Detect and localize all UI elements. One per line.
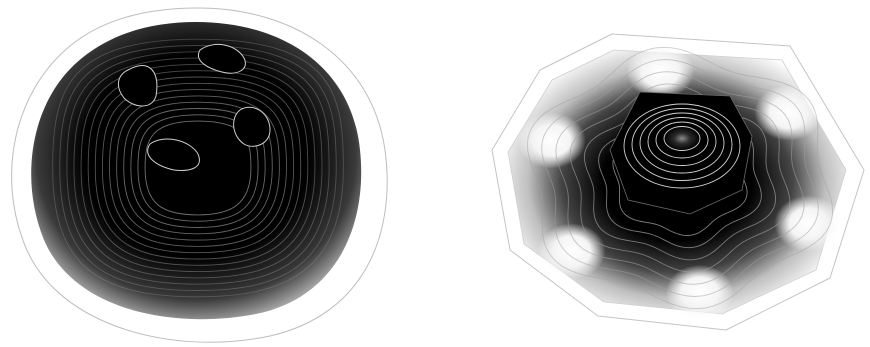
right-lobe	[537, 223, 606, 280]
left-contour-line	[59, 45, 337, 291]
left-contour-line	[109, 89, 287, 247]
right-lobe	[626, 43, 695, 100]
right-lobe	[774, 195, 843, 252]
left-contour-line	[101, 82, 295, 254]
right-contour-line	[526, 46, 834, 310]
left-contour-line	[66, 51, 330, 285]
right-center-ring	[631, 108, 733, 181]
right-contour-line	[541, 59, 819, 297]
left-outer-contour	[11, 7, 388, 343]
left-inner-spots	[118, 43, 271, 171]
left-contour-line	[80, 63, 316, 273]
left-contour-line	[87, 70, 309, 266]
right-center-ring	[663, 126, 701, 151]
left-contour-line	[116, 95, 280, 241]
right-center-ring	[639, 112, 725, 174]
right-lobe	[754, 84, 823, 141]
right-center-ring	[647, 117, 717, 166]
left-contour-line	[52, 38, 344, 298]
left-contour-line	[94, 76, 302, 260]
right-center-ring	[623, 103, 741, 189]
right-contour-line	[555, 71, 805, 285]
left-contour-line	[123, 101, 273, 235]
right-center-ring	[655, 121, 709, 159]
left-spot-bottom-left	[147, 138, 200, 171]
right-contour-panel	[491, 33, 865, 331]
right-center-rings	[623, 103, 741, 189]
left-contour-panel	[11, 7, 388, 343]
left-spot-top-left	[118, 65, 158, 107]
right-outer-contour	[491, 33, 865, 331]
left-contour-line	[73, 57, 323, 279]
right-dark-core	[609, 91, 753, 215]
left-spot-bottom-right	[233, 106, 271, 147]
left-spot-top-right	[198, 43, 246, 74]
